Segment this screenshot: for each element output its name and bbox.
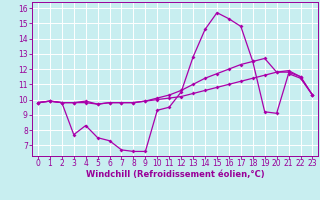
- X-axis label: Windchill (Refroidissement éolien,°C): Windchill (Refroidissement éolien,°C): [86, 170, 265, 179]
